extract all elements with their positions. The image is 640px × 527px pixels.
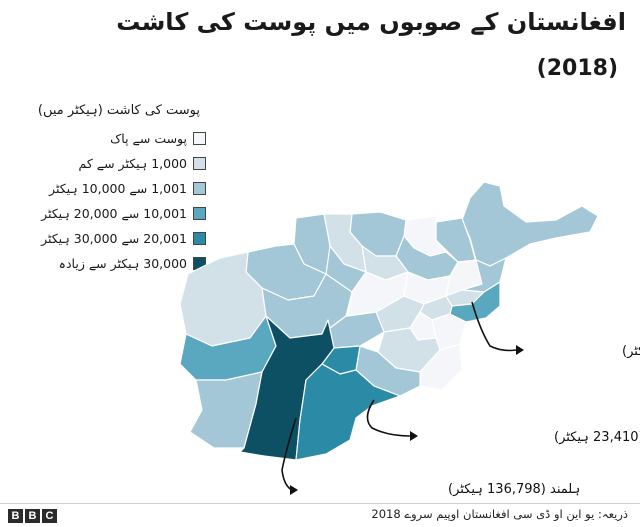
map-year: (2018): [536, 56, 618, 81]
legend-item-20001-30000: 20,001 سے 30,000 ہیکٹر: [6, 226, 206, 251]
legend-item-10001-20000: 10,001 سے 20,000 ہیکٹر: [6, 201, 206, 226]
legend-item-poppy-free: پوست سے پاک: [6, 126, 206, 151]
legend-swatch: [193, 182, 206, 195]
legend-label: 10,001 سے 20,000 ہیکٹر: [41, 206, 187, 221]
bbc-logo-block: C: [42, 509, 57, 523]
kandahar-callout-label: قندہار (23,410 ہیکٹر): [554, 430, 640, 445]
legend-title: پوست کی کاشت (ہیکٹر میں): [37, 103, 200, 118]
province-kandahar: [295, 363, 401, 461]
source-note: ذریعہ: یو این او ڈی سی افغانستان اوپیم س…: [371, 507, 628, 521]
helmand-callout-arrow: [281, 417, 297, 491]
kabul-callout-arrow: [471, 301, 517, 352]
map-title: افغانستان کے صوبوں میں پوست کی کاشت: [116, 8, 626, 36]
legend-swatch: [193, 207, 206, 220]
kabul-callout-label: کابل (484 ہیکٹر): [622, 344, 640, 359]
bbc-logo-block: B: [8, 509, 23, 523]
helmand-callout-arrowhead: [290, 485, 298, 495]
legend-item-1001-10000: 1,001 سے 10,000 ہیکٹر: [6, 176, 206, 201]
legend-label: 1,000 ہیکٹر سے کم: [78, 156, 187, 171]
kabul-callout-arrowhead: [516, 345, 524, 355]
bbc-logo-block: B: [25, 509, 40, 523]
kandahar-callout-arrowhead: [410, 431, 418, 441]
legend-swatch: [193, 232, 206, 245]
legend: پوست کی کاشت (ہیکٹر میں) پوست سے پاک 1,0…: [6, 103, 206, 276]
legend-label: 20,001 سے 30,000 ہیکٹر: [41, 231, 187, 246]
legend-swatch: [193, 157, 206, 170]
legend-item-over-30000: 30,000 ہیکٹر سے زیادہ: [6, 251, 206, 276]
legend-swatch: [193, 132, 206, 145]
footer-divider: [0, 503, 640, 504]
legend-label: 30,000 ہیکٹر سے زیادہ: [58, 256, 187, 271]
legend-item-under-1000: 1,000 ہیکٹر سے کم: [6, 151, 206, 176]
helmand-callout-label: ہلمند (136,798 ہیکٹر): [448, 482, 580, 497]
kandahar-callout-arrow: [366, 399, 411, 437]
province-badakhshan: [461, 181, 599, 267]
legend-label: 1,001 سے 10,000 ہیکٹر: [49, 181, 187, 196]
legend-label: پوست سے پاک: [110, 131, 187, 146]
bbc-logo: B B C: [8, 509, 57, 523]
